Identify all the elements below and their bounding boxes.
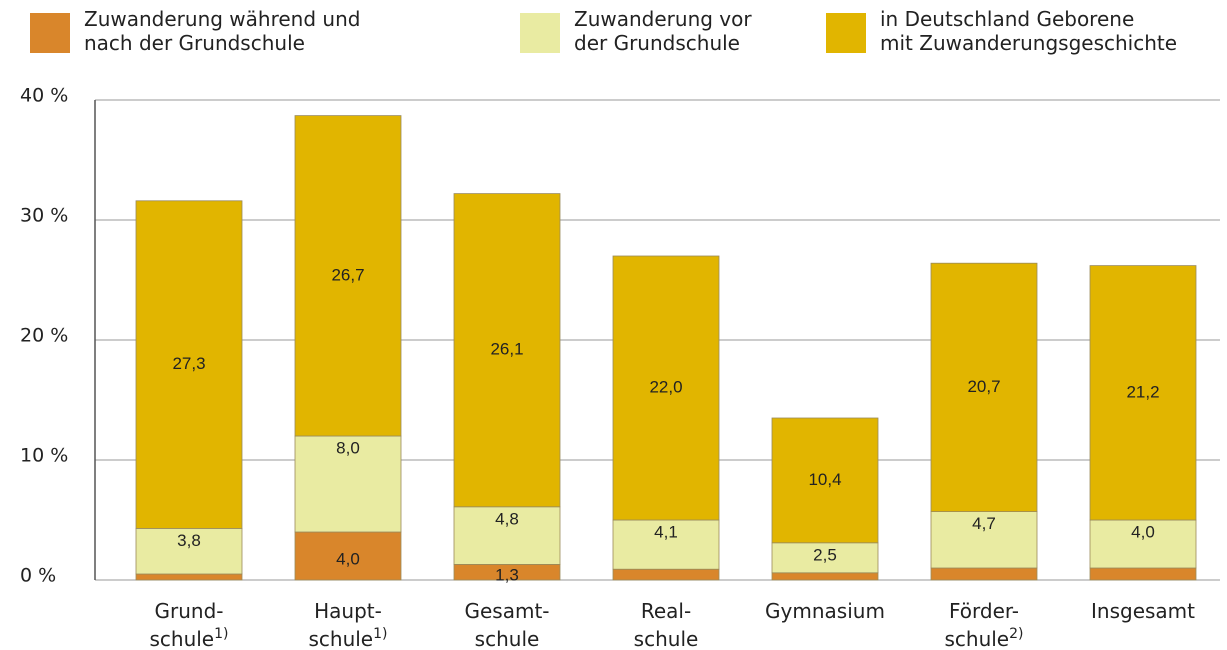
text-line: schule	[634, 627, 699, 650]
text-line: Haupt-	[314, 599, 382, 623]
text-line: schule	[944, 627, 1009, 650]
bar-segment	[612, 568, 720, 581]
value-label: 4,8	[495, 509, 519, 528]
bar-segment	[612, 519, 720, 570]
x-tick-label: Insgesamt	[1091, 599, 1195, 623]
x-tick-label: Real-schule	[634, 599, 699, 650]
bar-segment	[135, 200, 243, 529]
text-line: schule	[149, 627, 214, 650]
value-label: 21,2	[1126, 382, 1159, 401]
text-line: Insgesamt	[1091, 599, 1195, 623]
legend-label: Zuwanderung während und nach der Grundsch…	[84, 7, 360, 55]
bar-segment	[771, 417, 879, 544]
x-tick-label: Haupt-schule1)	[308, 599, 387, 650]
text-line: schule	[475, 627, 540, 650]
text-line: Förder-	[949, 599, 1019, 623]
value-label: 4,0	[1131, 522, 1155, 541]
text-line: in Deutschland Geborene	[880, 7, 1134, 31]
value-label: 20,7	[967, 377, 1000, 396]
bar-segment	[1089, 265, 1197, 521]
text-line: Zuwanderung während und	[84, 7, 360, 31]
bar-segment	[930, 511, 1038, 569]
value-label: 10,4	[808, 470, 841, 489]
text-line: Real-	[641, 599, 691, 623]
value-label: 4,0	[336, 549, 360, 568]
bar-segment	[1089, 567, 1197, 581]
bar-segment	[930, 567, 1038, 581]
footnote-mark: 1)	[214, 626, 228, 642]
legend-swatch	[520, 13, 560, 53]
text-line: mit Zuwanderungsgeschichte	[880, 31, 1177, 55]
bar-segment	[453, 193, 561, 508]
x-tick-label: Grund-schule1)	[149, 599, 228, 650]
legend-swatch	[30, 13, 70, 53]
y-tick-label: 20 %	[20, 325, 68, 347]
bar-segment	[612, 255, 720, 521]
value-label: 27,3	[172, 354, 205, 373]
value-label: 8,0	[336, 438, 360, 457]
text-line: Zuwanderung vor	[574, 7, 752, 31]
bar-segment	[294, 115, 402, 437]
value-label: 26,7	[331, 265, 364, 284]
legend-label: Zuwanderung vor der Grundschule	[574, 7, 752, 55]
bar-segment	[1089, 519, 1197, 569]
text-line: Gymnasium	[765, 599, 885, 623]
bar-segment	[135, 528, 243, 575]
value-label: 22,0	[649, 377, 682, 396]
value-label: 1,3	[495, 566, 519, 585]
footnote-mark: 2)	[1009, 626, 1023, 642]
y-tick-label: 30 %	[20, 205, 68, 227]
x-tick-label: Gymnasium	[765, 599, 885, 623]
text-line: Gesamt-	[464, 599, 549, 623]
text-line: schule	[308, 627, 373, 650]
y-tick-label: 0 %	[20, 565, 56, 587]
y-tick-label: 10 %	[20, 445, 68, 467]
value-label: 4,1	[654, 522, 678, 541]
bar-segment	[930, 262, 1038, 513]
footnote-mark: 1)	[373, 626, 387, 642]
value-label: 2,5	[813, 545, 837, 564]
legend-label: in Deutschland Geborene mit Zuwanderungsg…	[880, 7, 1177, 55]
x-tick-label: Gesamt-schule	[464, 599, 549, 650]
x-tick-label: Förder-schule2)	[944, 599, 1023, 650]
value-label: 26,1	[490, 340, 523, 359]
text-line: der Grundschule	[574, 31, 740, 55]
value-label: 4,7	[972, 514, 996, 533]
text-line: Grund-	[155, 599, 224, 623]
value-label: 3,8	[177, 531, 201, 550]
legend-swatch	[826, 13, 866, 53]
y-tick-label: 40 %	[20, 85, 68, 107]
text-line: nach der Grundschule	[84, 31, 305, 55]
